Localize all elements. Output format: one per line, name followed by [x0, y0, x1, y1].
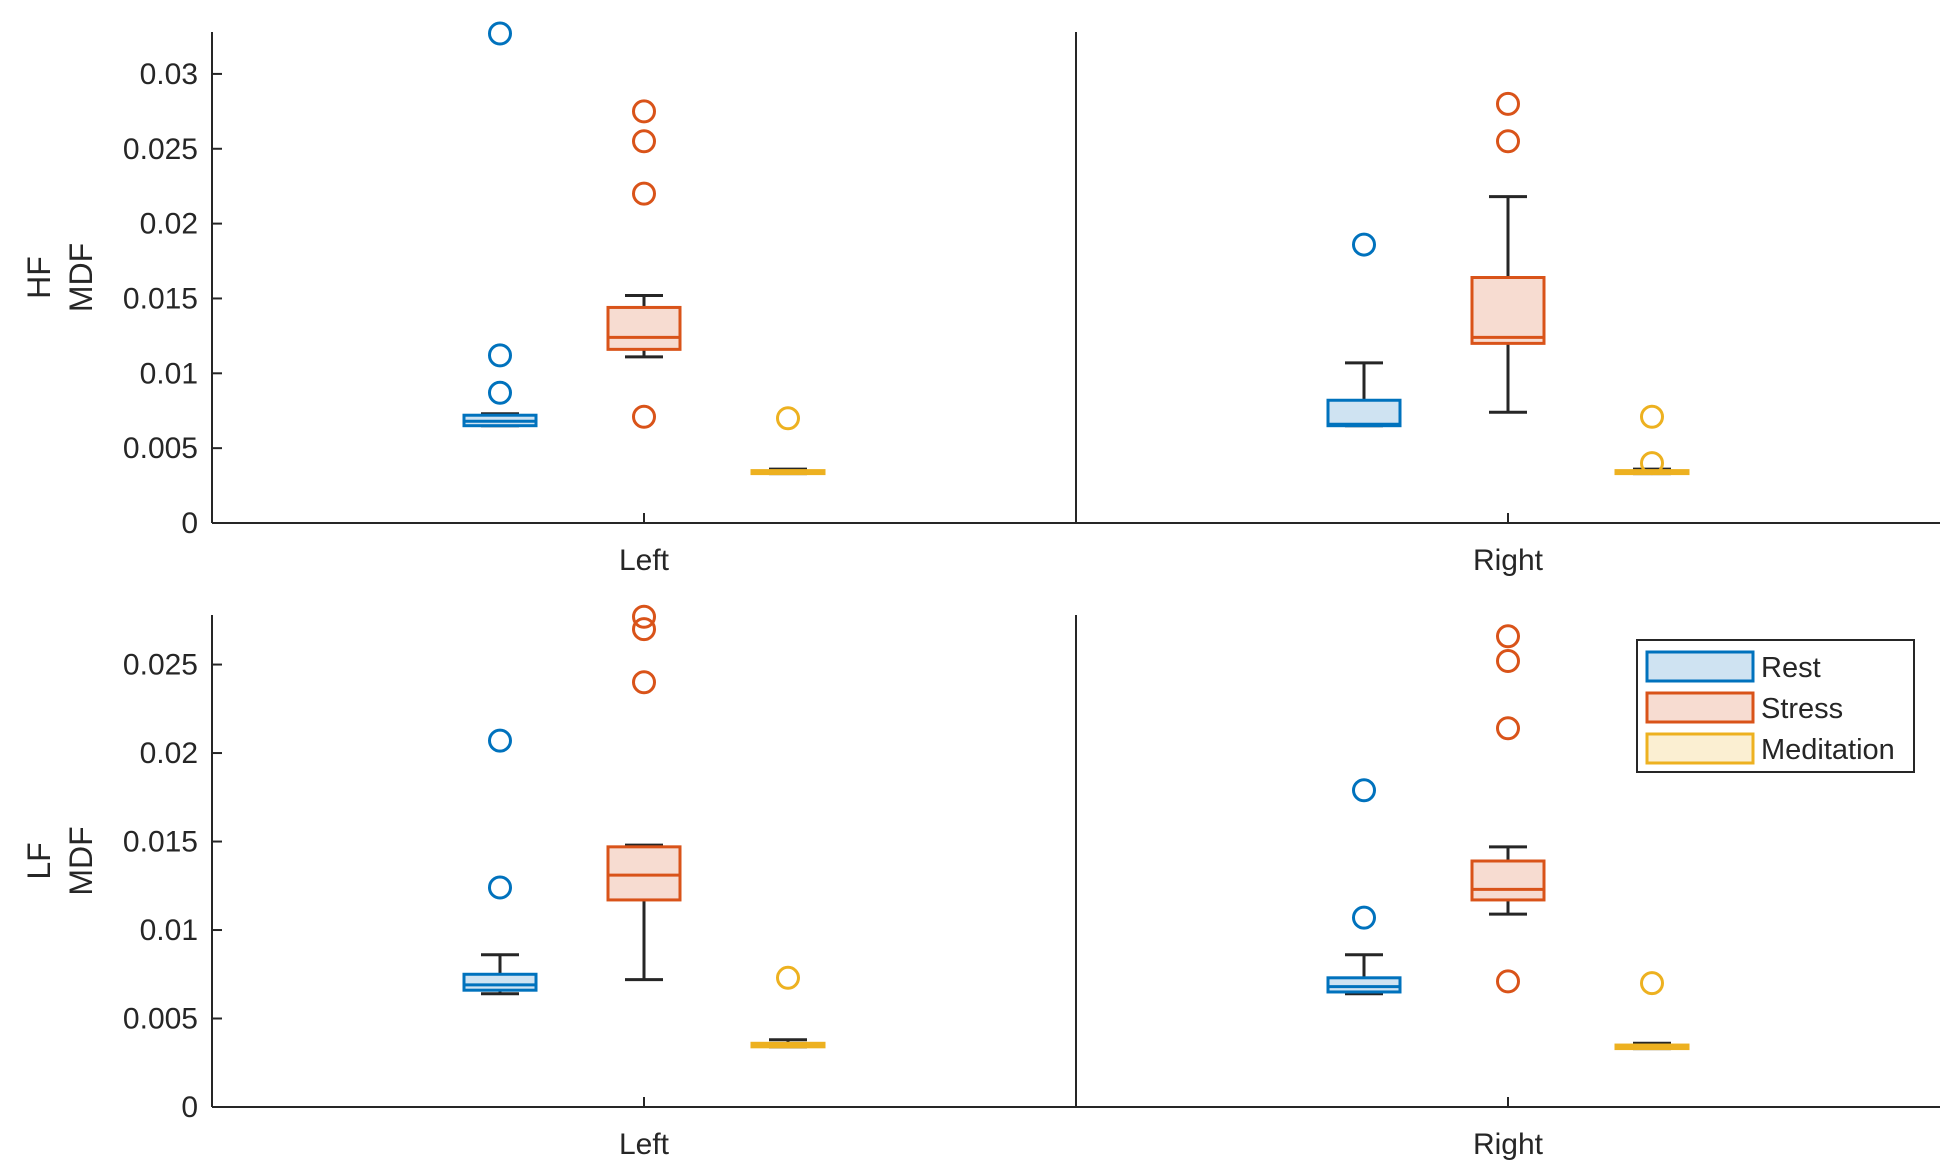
outlier-point — [1496, 969, 1520, 994]
outlier-point — [632, 181, 656, 206]
legend-label: Meditation — [1761, 734, 1895, 766]
outlier-point — [1352, 778, 1376, 803]
outlier-point — [632, 670, 656, 695]
box-meditation — [1614, 971, 1690, 1051]
outlier-point — [632, 129, 656, 154]
iqr-box — [1470, 276, 1546, 345]
box-meditation — [1614, 404, 1690, 476]
group-right: Right — [1326, 91, 1690, 577]
iqr-box — [606, 305, 682, 351]
outlier-point — [1352, 232, 1376, 257]
panel-1: 0 0.005 0.01 0.015 0.02 0.025 0.03 HF MDF Left Rig… — [21, 21, 1940, 577]
x-tick-label: Left — [619, 1128, 670, 1161]
y-tick-label: 0.015 — [123, 826, 198, 859]
outlier-point — [1496, 129, 1520, 154]
legend-swatch — [1645, 691, 1755, 724]
y-tick-label: 0.01 — [140, 357, 198, 390]
y-tick-label: 0.025 — [123, 133, 198, 166]
outlier-point — [488, 875, 512, 900]
y-tick-label: 0.03 — [140, 58, 198, 91]
y-axis-label-line1: HF — [21, 256, 57, 299]
outlier-point — [1352, 905, 1376, 930]
legend-label: Rest — [1761, 652, 1821, 684]
box-meditation — [750, 965, 826, 1049]
outlier-point — [632, 617, 656, 642]
box-rest — [1326, 778, 1402, 996]
box-stress — [1470, 91, 1546, 414]
outlier-point — [776, 965, 800, 990]
box-stress — [606, 604, 682, 982]
y-tick-label: 0.015 — [123, 282, 198, 315]
outlier-point — [1496, 716, 1520, 741]
outlier-point — [1496, 624, 1520, 649]
group-left: Left — [462, 21, 826, 577]
legend-swatch — [1645, 650, 1755, 683]
outlier-point — [488, 728, 512, 753]
box-rest — [462, 21, 538, 428]
outlier-point — [632, 99, 656, 124]
y-tick-label: 0.02 — [140, 737, 198, 770]
iqr-box — [606, 845, 682, 902]
y-axis-label-line2: MDF — [63, 826, 99, 895]
outlier-point — [488, 380, 512, 405]
y-tick-label: 0.02 — [140, 208, 198, 241]
outlier-point — [1640, 404, 1664, 429]
box-stress — [1470, 624, 1546, 994]
box-meditation — [750, 406, 826, 476]
panel-2: 0 0.005 0.01 0.015 0.02 0.025 LF MDF Left Right — [21, 604, 1940, 1161]
x-tick-label: Right — [1473, 544, 1544, 577]
y-tick-label: 0.025 — [123, 649, 198, 682]
iqr-box — [1326, 398, 1402, 428]
y-tick-label: 0.005 — [123, 1003, 198, 1036]
outlier-point — [1496, 649, 1520, 674]
outlier-point — [1640, 451, 1664, 476]
legend-entry-stress: Stress — [1645, 691, 1843, 725]
group-left: Left — [462, 604, 826, 1161]
outlier-point — [632, 604, 656, 629]
legend: Rest Stress Meditation — [1636, 639, 1915, 773]
y-axis-label-line2: MDF — [63, 243, 99, 312]
y-tick-label: 0.01 — [140, 914, 198, 947]
x-tick-label: Right — [1473, 1128, 1544, 1161]
box-rest — [1326, 232, 1402, 428]
outlier-point — [1640, 971, 1664, 996]
iqr-box — [462, 972, 538, 992]
box-stress — [606, 99, 682, 429]
group-right: Right — [1326, 624, 1690, 1161]
outlier-point — [1496, 91, 1520, 116]
y-tick-label: 0.005 — [123, 432, 198, 465]
legend-swatch — [1645, 732, 1755, 765]
legend-label: Stress — [1761, 693, 1843, 725]
legend-entry-meditation: Meditation — [1645, 732, 1895, 766]
box-rest — [462, 728, 538, 996]
iqr-box — [1470, 859, 1546, 902]
y-tick-label: 0 — [181, 1091, 198, 1124]
outlier-point — [776, 406, 800, 431]
outlier-point — [488, 21, 512, 46]
outlier-point — [488, 343, 512, 368]
y-axis-label-line1: LF — [21, 842, 57, 879]
legend-entry-rest: Rest — [1645, 650, 1821, 684]
x-tick-label: Left — [619, 544, 670, 577]
iqr-box — [1326, 976, 1402, 994]
outlier-point — [632, 404, 656, 429]
y-tick-label: 0 — [181, 507, 198, 540]
